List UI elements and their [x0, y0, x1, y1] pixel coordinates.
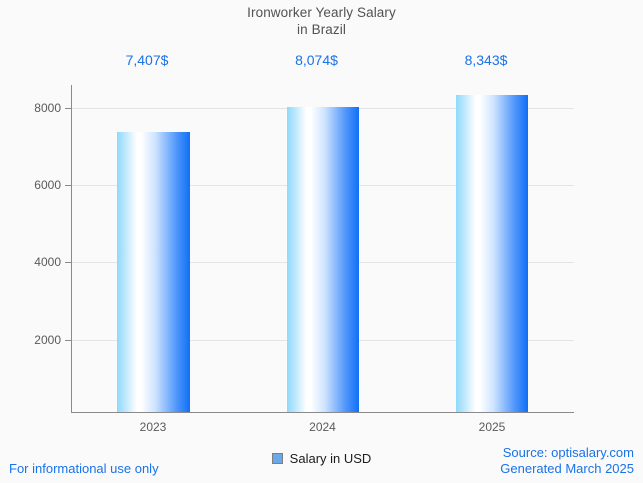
x-axis-line: [71, 412, 574, 413]
y-tick-label-4000: 4000: [34, 255, 61, 269]
y-tick-8000: [65, 108, 71, 109]
chart-title-line2: in Brazil: [297, 22, 346, 37]
bar-2024[interactable]: [287, 107, 359, 413]
legend-item-label: Salary in USD: [289, 451, 372, 466]
legend-swatch-icon: [271, 453, 283, 464]
y-tick-label-6000: 6000: [34, 178, 61, 192]
chart-title-line1: Ironworker Yearly Salary: [247, 5, 396, 20]
source-block: Source: optisalary.com Generated March 2…: [500, 445, 634, 477]
source-text: Source: optisalary.com: [502, 445, 634, 460]
chart-title: Ironworker Yearly Salary in Brazil: [0, 4, 643, 38]
bar-value-2025: 8,343$: [464, 52, 508, 68]
bar-value-2024: 8,074$: [295, 52, 338, 68]
y-tick-label-2000: 2000: [34, 333, 61, 347]
y-tick-label-8000: 8000: [34, 101, 61, 115]
bar-value-2023: 7,407$: [125, 52, 169, 68]
plot-area: [65, 85, 574, 413]
disclaimer-text: For informational use only: [9, 461, 159, 476]
legend-item-salary-in-usd[interactable]: Salary in USD: [271, 451, 372, 466]
y-tick-6000: [65, 185, 71, 186]
x-tick-label-2025: 2025: [478, 420, 506, 434]
generated-text: Generated March 2025: [500, 461, 634, 476]
chart-legend: Salary in USD: [0, 452, 643, 465]
bar-2025[interactable]: [456, 95, 528, 413]
bar-2023[interactable]: [117, 132, 190, 413]
x-tick-label-2023: 2023: [139, 420, 167, 434]
y-tick-4000: [65, 262, 71, 263]
y-tick-2000: [65, 340, 71, 341]
x-tick-label-2024: 2024: [309, 420, 336, 434]
y-axis-line: [71, 85, 72, 413]
